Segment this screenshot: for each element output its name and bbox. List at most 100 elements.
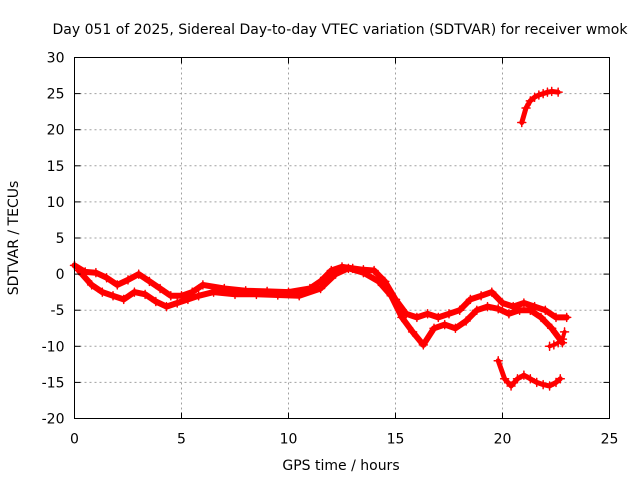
series-upper-arc	[519, 88, 561, 125]
data-point	[315, 283, 326, 294]
data-point	[538, 88, 548, 99]
y-tick-label: 25	[47, 87, 65, 103]
data-point	[407, 327, 418, 337]
data-point	[140, 289, 150, 300]
data-point	[123, 275, 133, 285]
data-point	[208, 287, 219, 297]
data-point	[401, 309, 411, 319]
axis-ticks: 0 5 10 15 20 25 -20 -15 -10 -5 0 5 10 15 20 25 30	[42, 51, 619, 448]
x-tick-label: 15	[387, 432, 405, 448]
data-point	[465, 294, 476, 305]
data-point	[531, 377, 542, 388]
data-point	[373, 276, 384, 287]
data-point	[538, 379, 548, 390]
data-point	[557, 334, 568, 344]
data-point	[493, 304, 503, 314]
data-point	[433, 312, 444, 323]
data-point	[559, 327, 570, 337]
data-point	[144, 276, 155, 287]
data-point	[198, 280, 208, 290]
y-tick-label: 30	[47, 51, 65, 67]
data-point	[525, 374, 536, 384]
data-point	[540, 305, 551, 315]
data-point	[553, 87, 563, 97]
data-point	[517, 117, 527, 128]
data-point	[534, 90, 544, 100]
y-axis-label: SDTVAR / TECUs	[6, 181, 22, 296]
data-point	[166, 291, 176, 301]
data-point	[112, 280, 123, 290]
data-point	[499, 374, 510, 384]
data-point	[555, 374, 566, 384]
y-tick-label: 10	[47, 195, 65, 211]
y-tick-label: -5	[51, 303, 65, 319]
data-point	[544, 381, 555, 391]
data-point	[386, 291, 396, 301]
data-point	[514, 305, 525, 315]
data-point	[151, 296, 161, 307]
x-tick-label: 0	[70, 432, 79, 448]
data-point	[294, 291, 304, 301]
data-point	[536, 312, 546, 323]
data-point	[472, 305, 482, 315]
data-point	[506, 381, 516, 391]
y-tick-label: 15	[47, 159, 65, 175]
y-tick-label: -15	[42, 375, 65, 391]
data-point	[358, 267, 369, 278]
data-point	[330, 269, 341, 279]
data-point	[476, 291, 486, 301]
data-point	[183, 294, 193, 305]
data-point	[521, 103, 531, 113]
data-point	[91, 267, 101, 278]
data-point	[369, 265, 379, 276]
x-tick-label: 25	[601, 432, 619, 448]
data-point	[439, 319, 450, 330]
data-point	[273, 290, 283, 300]
y-tick-label: 0	[56, 267, 65, 283]
data-point	[525, 305, 536, 315]
data-point	[108, 291, 118, 301]
data-point	[454, 305, 465, 315]
data-point	[482, 301, 493, 312]
grid	[74, 57, 610, 419]
data-point	[529, 301, 540, 312]
data-point	[118, 294, 129, 305]
data-point	[546, 323, 557, 333]
data-point	[429, 323, 439, 333]
data-point	[497, 298, 508, 308]
data-point	[193, 291, 204, 301]
chart-title: Day 051 of 2025, Sidereal Day-to-day VTE…	[53, 22, 629, 38]
data-point	[129, 287, 140, 297]
data-point	[230, 289, 240, 300]
data-point	[493, 355, 503, 366]
x-axis-label: GPS time / hours	[282, 458, 399, 474]
data-point	[519, 298, 529, 308]
data-point	[397, 312, 407, 323]
data-point	[504, 309, 514, 319]
data-point	[551, 377, 561, 388]
data-point	[544, 341, 555, 352]
data-point	[155, 283, 165, 294]
x-tick-label: 10	[280, 432, 298, 448]
data-point	[512, 374, 523, 384]
data-point	[487, 287, 497, 297]
data-point	[422, 309, 433, 319]
y-tick-label: -10	[42, 339, 65, 355]
data-point	[161, 301, 172, 312]
data-point	[418, 340, 429, 350]
data-point	[172, 298, 182, 308]
data-point	[412, 312, 422, 323]
y-tick-label: 5	[56, 231, 65, 247]
data-point	[97, 287, 108, 297]
x-tick-label: 5	[177, 432, 186, 448]
data-point	[133, 269, 144, 279]
data-point	[251, 289, 262, 300]
data-point	[444, 309, 454, 319]
data-point	[86, 280, 97, 290]
data-point	[450, 323, 461, 333]
data-point	[551, 312, 561, 323]
data-point	[519, 370, 529, 380]
data-point	[343, 263, 354, 274]
data-series	[69, 86, 572, 391]
